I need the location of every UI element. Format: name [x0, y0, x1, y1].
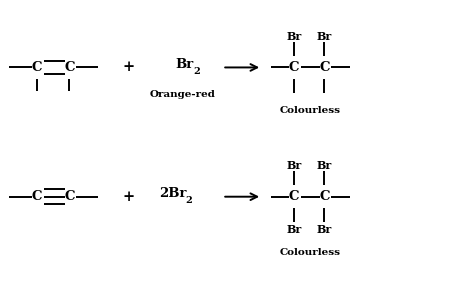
Text: Br: Br	[317, 31, 332, 42]
Text: C: C	[31, 61, 42, 74]
Text: Br: Br	[286, 160, 301, 171]
Text: Br: Br	[286, 223, 301, 235]
Text: Br: Br	[286, 31, 301, 42]
Text: C: C	[64, 190, 74, 203]
Text: Colourless: Colourless	[280, 248, 341, 257]
Text: 2Br: 2Br	[159, 187, 187, 200]
Text: Br: Br	[176, 58, 194, 71]
Text: C: C	[31, 190, 42, 203]
Text: C: C	[319, 190, 329, 203]
Text: Br: Br	[317, 223, 332, 235]
Text: +: +	[123, 60, 135, 74]
Text: Br: Br	[317, 160, 332, 171]
Text: 2: 2	[185, 196, 191, 205]
Text: 2: 2	[193, 67, 200, 76]
Text: Colourless: Colourless	[280, 106, 341, 115]
Text: Orange-red: Orange-red	[150, 90, 215, 99]
Text: C: C	[64, 61, 74, 74]
Text: C: C	[289, 190, 299, 203]
Text: +: +	[123, 190, 135, 204]
Text: C: C	[319, 61, 329, 74]
Text: C: C	[289, 61, 299, 74]
